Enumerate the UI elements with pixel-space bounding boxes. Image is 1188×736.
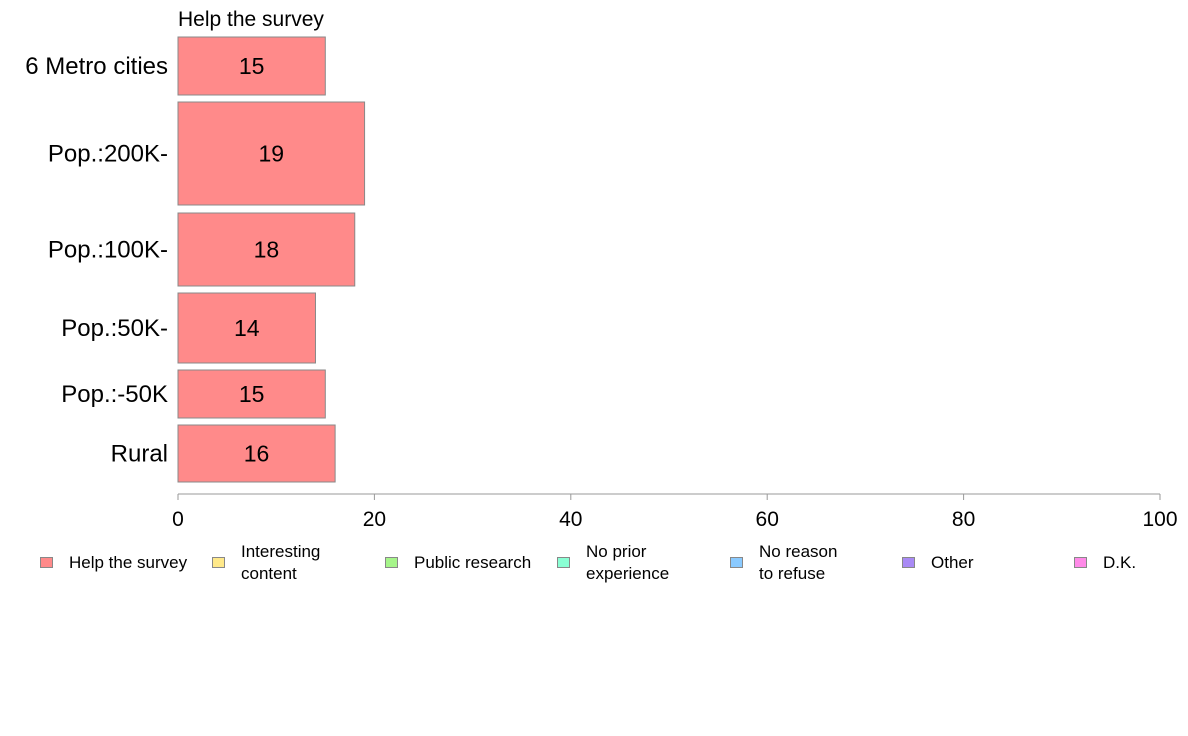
legend-label: Public research: [414, 553, 532, 572]
bars-group: 15 6 Metro cities 19 Pop.:200K- 18 Pop.:100K-…: [25, 36, 366, 483]
legend-label: No prior experience: [586, 542, 670, 583]
x-tick-label: 80: [952, 508, 975, 531]
chart: Help the survey 15 6 Metro cities 19 Pop.:2…: [25, 8, 1178, 531]
bar-value-label: 18: [254, 237, 280, 263]
legend-swatch: [557, 557, 570, 568]
category-label: Pop.:-50K: [61, 381, 168, 408]
legend-swatch: [730, 557, 743, 568]
bar-value-label: 15: [239, 53, 265, 79]
category-label: Pop.:100K-: [48, 237, 168, 264]
x-axis: 0 20 40 60 80 100: [172, 493, 1178, 531]
bar: [177, 369, 326, 419]
bar: [177, 212, 356, 287]
legend: Help the survey Interesting content Public…: [0, 540, 1188, 590]
x-tick-label: 20: [363, 508, 386, 531]
legend-item: Public research: [385, 540, 555, 590]
bar: [177, 292, 316, 364]
legend-label: Help the survey: [69, 553, 188, 572]
category-label: Rural: [111, 441, 168, 468]
legend-label: Other: [931, 553, 974, 572]
x-tick-label: 40: [559, 508, 582, 531]
category-label: Pop.:200K-: [48, 141, 168, 168]
legend-label: D.K.: [1103, 553, 1137, 572]
legend-label: Interesting content: [241, 542, 321, 583]
category-label: Pop.:50K-: [61, 315, 168, 342]
chart-title: Help the survey: [178, 8, 324, 31]
bar-value-label: 19: [258, 141, 284, 167]
category-label: 6 Metro cities: [25, 53, 168, 80]
bar-value-label: 15: [239, 381, 265, 407]
legend-item: Interesting content: [212, 540, 382, 590]
legend-swatch: [40, 557, 53, 568]
legend-item: No reason to refuse: [730, 540, 900, 590]
legend-swatch: [902, 557, 915, 568]
legend-item: Other: [902, 540, 1072, 590]
x-tick-label: 0: [172, 508, 184, 531]
bar: [177, 424, 336, 483]
x-tick-label: 60: [756, 508, 779, 531]
bar-value-label: 14: [234, 315, 260, 341]
legend-swatch: [212, 557, 225, 568]
bar: [177, 101, 366, 206]
legend-swatch: [385, 557, 398, 568]
legend-item: Help the survey: [40, 540, 210, 590]
legend-item: D.K.: [1074, 540, 1188, 590]
bar-value-label: 16: [244, 441, 270, 467]
x-tick-label: 100: [1142, 508, 1177, 531]
legend-swatch: [1074, 557, 1087, 568]
legend-label: No reason to refuse: [759, 542, 838, 583]
bar: [177, 36, 326, 96]
legend-item: No prior experience: [557, 540, 727, 590]
